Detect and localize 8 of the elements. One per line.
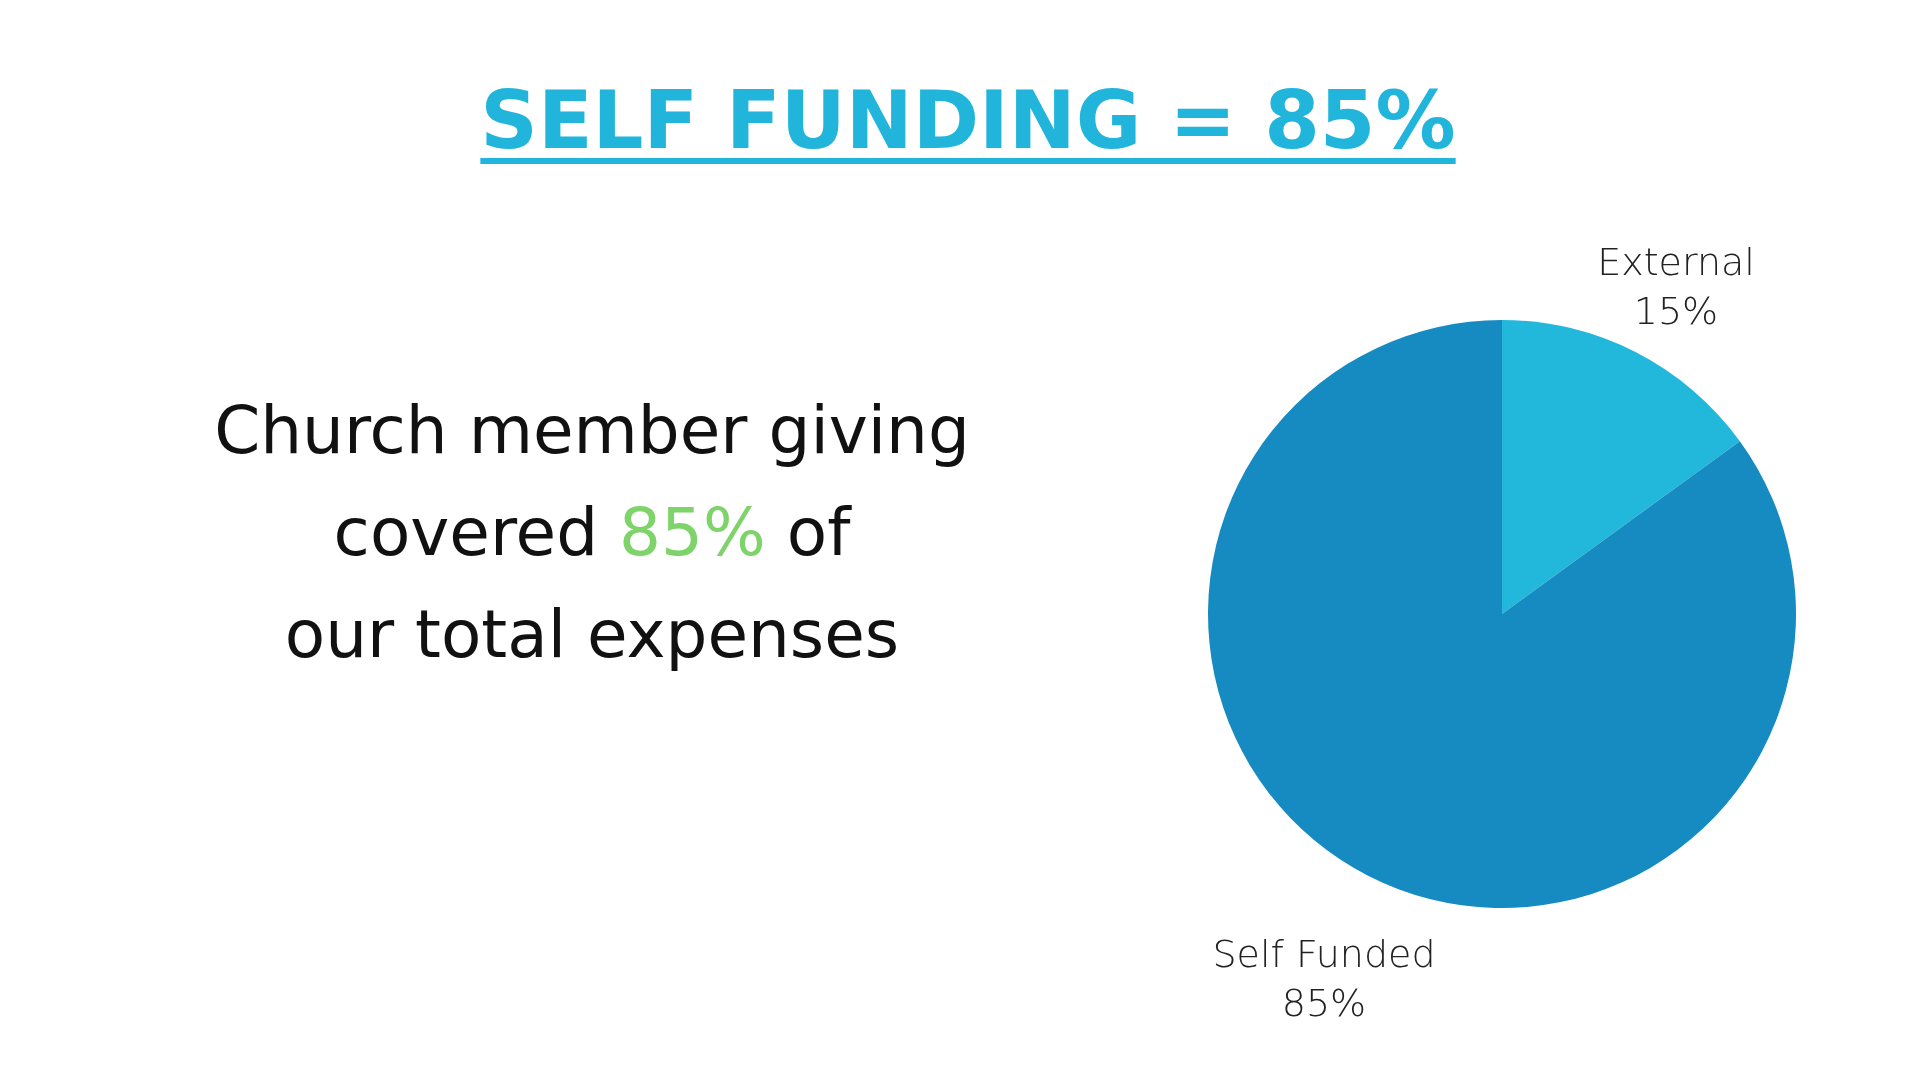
text: our total expenses [284, 596, 900, 673]
data-label: 15% [1633, 289, 1719, 333]
chart-title: SELF FUNDING = 85% [480, 74, 1456, 167]
slice-label: Self Funded [1212, 932, 1436, 976]
slice-label: External [1597, 240, 1755, 284]
data-label: 85% [1281, 981, 1367, 1025]
text: Church member giving [214, 392, 970, 469]
text: covered 85% of [333, 494, 853, 571]
